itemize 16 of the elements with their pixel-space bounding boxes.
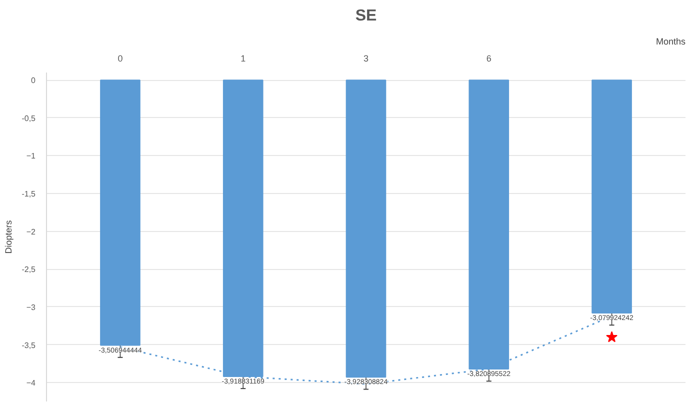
y-tick-label: -1,5 <box>22 190 36 199</box>
x-tick-label: 0 <box>118 54 123 64</box>
x-tick-label: 1 <box>240 54 246 64</box>
y-tick-label: -3,5 <box>22 340 36 350</box>
x-axis-title: Months <box>656 36 686 46</box>
y-tick-label: −4 <box>26 378 36 388</box>
y-tick-label: -0,5 <box>22 114 36 123</box>
chart-title: SE <box>355 8 377 24</box>
x-tick-label: 6 <box>486 54 492 64</box>
y-tick-label: −1 <box>26 152 36 161</box>
y-tick-label: 0 <box>31 76 36 86</box>
x-tick-label: 3 <box>363 54 369 64</box>
y-axis-title: Diopters <box>4 220 14 254</box>
y-tick-label: -2,5 <box>22 265 36 274</box>
y-tick-label: −2 <box>26 227 36 236</box>
y-tick-label: −3 <box>26 302 36 312</box>
